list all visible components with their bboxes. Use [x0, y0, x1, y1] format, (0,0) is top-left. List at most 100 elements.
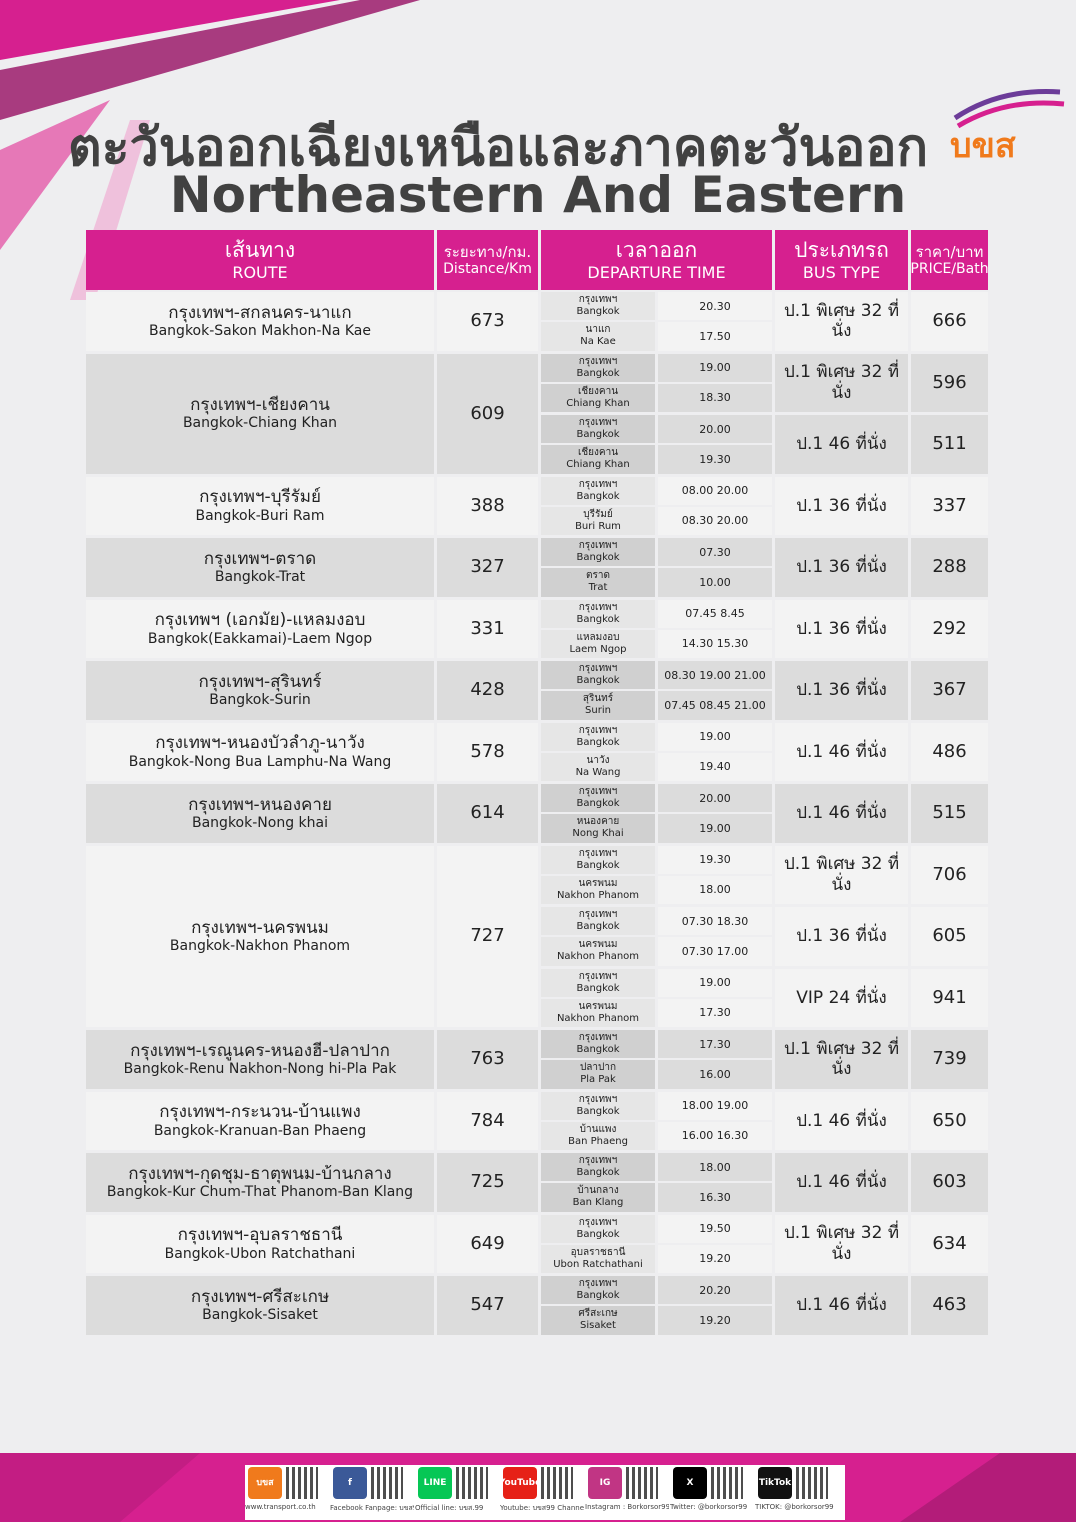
route-english: Bangkok-Sakon Makhon-Na Kae: [149, 323, 371, 340]
title-english: Northeastern And Eastern: [169, 166, 907, 224]
route-english: Bangkok-Kranuan-Ban Phaeng: [153, 1122, 367, 1139]
bus-type: ป.1 36 ที่นั่ง: [775, 661, 908, 720]
social-caption: Twitter: @borkorsor99: [670, 1503, 748, 1511]
place-english: Pla Pak: [580, 1074, 616, 1086]
place-english: Bangkok: [576, 306, 620, 318]
route-thai: กรุงเทพฯ-สุรินทร์: [198, 671, 322, 692]
place-thai: เชียงคาน: [577, 447, 619, 459]
departure-time: 18.30: [658, 383, 772, 412]
place-cell: นครพนม Nakhon Phanom: [541, 998, 655, 1027]
place-english: Bangkok: [576, 429, 620, 441]
place-cell: นครพนม Nakhon Phanom: [541, 875, 655, 904]
bus-type: ป.1 46 ที่นั่ง: [775, 722, 908, 781]
price: 605: [911, 907, 988, 966]
place-english: Bangkok: [576, 1228, 620, 1240]
route-english: Bangkok-Nong Bua Lamphu-Na Wang: [128, 753, 392, 770]
route-cell: กรุงเทพฯ-เรณูนคร-หนองฮี-ปลาปาก Bangkok-Re…: [86, 1030, 434, 1089]
place-thai: บ้านแพง: [579, 1123, 617, 1135]
place-english: Na Kae: [580, 336, 616, 348]
bus-type: ป.1 พิเศษ 32 ที่นั่ง: [775, 1030, 908, 1089]
social-icon[interactable]: f: [333, 1467, 367, 1499]
place-cell: กรุงเทพฯ Bangkok: [541, 1091, 655, 1120]
price: 463: [911, 1276, 988, 1335]
route-cell: กรุงเทพฯ-หนองบัวลำภู-นาวัง Bangkok-Nong B…: [86, 722, 434, 781]
column-header-english: DEPARTURE TIME: [587, 263, 726, 282]
place-english: Bangkok: [576, 859, 620, 871]
place-thai: กรุงเทพฯ: [578, 601, 618, 613]
departure-time: 20.00: [658, 415, 772, 444]
place-english: Bangkok: [576, 1167, 620, 1179]
column-header: ราคา/บาท PRICE/Bath: [910, 230, 989, 290]
place-cell: หนองคาย Nong Khai: [541, 814, 655, 843]
price: 706: [911, 845, 988, 904]
place-cell: กรุงเทพฯ Bangkok: [541, 1153, 655, 1182]
social-icon[interactable]: บขส: [248, 1467, 282, 1499]
bus-type: ป.1 พิเศษ 32 ที่นั่ง: [775, 353, 908, 412]
place-english: Bangkok: [576, 798, 620, 810]
bus-type: ป.1 36 ที่นั่ง: [775, 599, 908, 658]
bus-type: ป.1 36 ที่นั่ง: [775, 476, 908, 535]
column-header: ระยะทาง/กม. Distance/Km: [437, 230, 538, 290]
place-cell: กรุงเทพฯ Bangkok: [541, 538, 655, 567]
column-header-thai: ระยะทาง/กม.: [443, 242, 532, 261]
place-english: Bangkok: [576, 982, 620, 994]
departure-time: 07.30 17.00: [658, 937, 772, 966]
departure-time: 08.30 19.00 21.00: [658, 661, 772, 690]
qr-code: [796, 1467, 828, 1499]
place-thai: ศรีสะเกษ: [578, 1308, 618, 1320]
departure-time: 18.00: [658, 875, 772, 904]
place-thai: กรุงเทพฯ: [578, 1155, 618, 1167]
bus-type: ป.1 พิเศษ 32 ที่นั่ง: [775, 845, 908, 904]
departure-time: 18.00 19.00: [658, 1091, 772, 1120]
social-icon[interactable]: IG: [588, 1467, 622, 1499]
route-english: Bangkok-Trat: [214, 569, 306, 586]
place-english: Laem Ngop: [569, 643, 627, 655]
bus-type: ป.1 46 ที่นั่ง: [775, 1276, 908, 1335]
logo: บขส: [950, 126, 1016, 166]
social-icon[interactable]: X: [673, 1467, 707, 1499]
bus-type: ป.1 36 ที่นั่ง: [775, 538, 908, 597]
departure-time: 18.00: [658, 1153, 772, 1182]
place-english: Bangkok: [576, 490, 620, 502]
footer-strip: บขส www.transport.co.th f Facebook Fanpage:…: [245, 1465, 845, 1520]
bus-type: ป.1 46 ที่นั่ง: [775, 784, 908, 843]
social-icon[interactable]: LINE: [418, 1467, 452, 1499]
place-cell: กรุงเทพฯ Bangkok: [541, 907, 655, 936]
place-english: Ubon Ratchathani: [553, 1258, 643, 1270]
social-caption: Facebook Fanpage: บขส99: [330, 1504, 414, 1512]
distance: 609: [437, 353, 538, 474]
price: 337: [911, 476, 988, 535]
column-header-thai: ราคา/บาท: [915, 242, 984, 261]
place-english: Bangkok: [576, 367, 620, 379]
place-thai: นครพนม: [578, 939, 618, 951]
place-english: Nakhon Phanom: [556, 889, 640, 901]
place-thai: อุบลราชธานี: [570, 1246, 626, 1258]
social-caption: Youtube: บขส99 Channel: [500, 1504, 584, 1512]
route-cell: กรุงเทพฯ (เอกมัย)-แหลมงอบ Bangkok(Eakkama…: [86, 599, 434, 658]
social-caption: Instagram : Borkorsor99: [585, 1503, 669, 1511]
departure-time: 14.30 15.30: [658, 629, 772, 658]
social-icon[interactable]: TikTok: [758, 1467, 792, 1499]
place-cell: กรุงเทพฯ Bangkok: [541, 1030, 655, 1059]
place-thai: กรุงเทพฯ: [578, 847, 618, 859]
place-english: Bangkok: [576, 921, 620, 933]
route-cell: กรุงเทพฯ-บุรีรัมย์ Bangkok-Buri Ram: [86, 476, 434, 535]
distance: 763: [437, 1030, 538, 1089]
place-english: Ban Klang: [572, 1197, 624, 1209]
place-thai: บ้านกลาง: [577, 1185, 619, 1197]
bus-type: ป.1 พิเศษ 32 ที่นั่ง: [775, 1214, 908, 1273]
place-thai: กรุงเทพฯ: [578, 417, 618, 429]
social-caption: Official line: บขส.99: [415, 1504, 484, 1512]
social-icon[interactable]: YouTube: [499, 1467, 541, 1499]
place-thai: ตราด: [586, 570, 610, 582]
place-thai: กรุงเทพฯ: [578, 970, 618, 982]
departure-time: 19.30: [658, 845, 772, 874]
place-cell: นาแก Na Kae: [541, 322, 655, 351]
bus-type: VIP 24 ที่นั่ง: [775, 968, 908, 1027]
place-thai: กรุงเทพฯ: [578, 1032, 618, 1044]
place-english: Chiang Khan: [566, 459, 630, 471]
distance: 547: [437, 1276, 538, 1335]
place-cell: เชียงคาน Chiang Khan: [541, 383, 655, 412]
place-cell: สุรินทร์ Surin: [541, 691, 655, 720]
